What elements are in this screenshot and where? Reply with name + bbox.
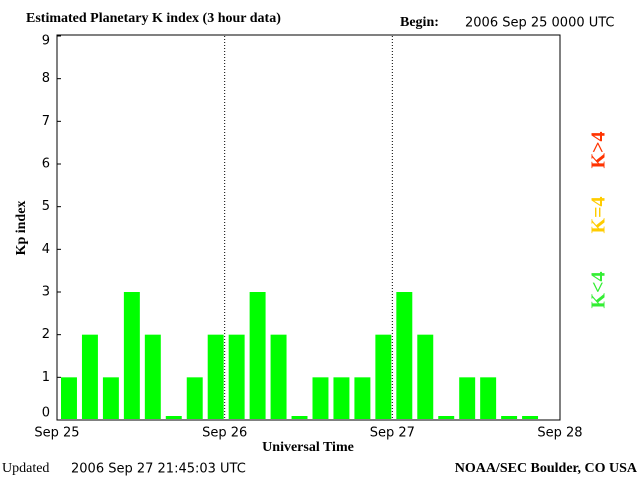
- bar: [501, 416, 518, 419]
- y-tick-label: 2: [42, 327, 50, 342]
- bar: [522, 416, 539, 419]
- plot-frame: [56, 34, 561, 421]
- bar: [249, 292, 266, 419]
- begin-label: Begin:: [400, 15, 439, 30]
- x-tick-label: Sep 28: [537, 426, 582, 441]
- bar: [186, 377, 203, 419]
- bar: [165, 416, 182, 419]
- bar: [102, 377, 119, 419]
- x-axis-label: Universal Time: [262, 440, 354, 455]
- bar: [354, 377, 371, 419]
- y-axis-label: Kp index: [14, 201, 29, 256]
- y-tick-label: 1: [42, 370, 50, 385]
- y-tick-label: 3: [42, 285, 50, 300]
- legend-entry: K=4: [588, 197, 610, 234]
- bar: [270, 334, 287, 419]
- y-tick-label: 7: [42, 114, 50, 129]
- y-tick-label: 0: [42, 406, 50, 421]
- chart-title: Estimated Planetary K index (3 hour data…: [26, 11, 281, 26]
- bar: [61, 377, 77, 419]
- y-tick-label: 6: [42, 157, 50, 172]
- x-tick-label: Sep 26: [202, 426, 247, 441]
- bar: [333, 377, 350, 419]
- y-tick-label: 9: [42, 34, 50, 49]
- bar: [438, 416, 455, 419]
- bar: [81, 334, 98, 419]
- legend-entry: K<4: [588, 272, 610, 309]
- bar: [207, 334, 224, 419]
- source: NOAA/SEC Boulder, CO USA: [455, 461, 638, 476]
- bar: [144, 334, 161, 419]
- bar: [312, 377, 329, 419]
- y-tick-label: 5: [42, 199, 50, 214]
- bar: [228, 334, 245, 419]
- bar: [459, 377, 476, 419]
- bar: [396, 292, 413, 419]
- y-tick-label: 8: [42, 71, 50, 86]
- bar: [291, 416, 308, 419]
- x-tick-label: Sep 25: [34, 426, 79, 441]
- begin-date: 2006 Sep 25 0000 UTC: [465, 16, 615, 31]
- x-tick-label: Sep 27: [370, 426, 415, 441]
- bar: [375, 334, 392, 419]
- bar: [480, 377, 497, 419]
- legend-entry: K>4: [588, 132, 610, 169]
- bar: [123, 292, 140, 419]
- updated-label: Updated: [2, 461, 49, 476]
- y-tick-label: 4: [42, 242, 50, 257]
- bar: [417, 334, 434, 419]
- updated-date: 2006 Sep 27 21:45:03 UTC: [71, 462, 246, 477]
